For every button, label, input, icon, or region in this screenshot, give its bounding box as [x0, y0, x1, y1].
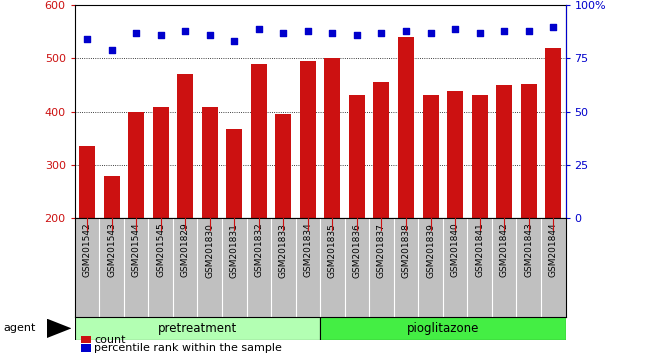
Bar — [349, 95, 365, 218]
Point — [352, 32, 362, 38]
Point — [303, 28, 313, 34]
Point — [548, 24, 558, 29]
Text: GSM201835: GSM201835 — [328, 223, 337, 278]
Point — [205, 32, 215, 38]
Polygon shape — [47, 319, 72, 338]
Bar — [75, 317, 320, 340]
Point — [131, 30, 141, 36]
Text: GSM201830: GSM201830 — [205, 223, 214, 278]
Point — [499, 28, 510, 34]
Bar — [251, 64, 266, 218]
Bar — [153, 107, 168, 218]
Point — [229, 39, 239, 44]
Bar — [276, 114, 291, 218]
Text: GSM201829: GSM201829 — [181, 223, 190, 278]
Text: GSM201844: GSM201844 — [549, 223, 558, 277]
Bar — [374, 82, 389, 218]
Text: GSM201840: GSM201840 — [450, 223, 460, 278]
Bar — [202, 107, 218, 218]
Point — [474, 30, 485, 36]
Bar — [398, 37, 414, 218]
Text: GSM201832: GSM201832 — [254, 223, 263, 278]
Point — [327, 30, 337, 36]
Point — [254, 26, 264, 32]
Text: GSM201831: GSM201831 — [229, 223, 239, 278]
Bar — [496, 85, 512, 218]
Bar — [128, 112, 144, 218]
Bar — [521, 84, 537, 218]
Text: GSM201838: GSM201838 — [402, 223, 411, 278]
Bar — [320, 317, 566, 340]
Point — [425, 30, 436, 36]
Text: pioglitazone: pioglitazone — [407, 322, 479, 335]
Text: GSM201837: GSM201837 — [377, 223, 386, 278]
Text: GSM201843: GSM201843 — [524, 223, 533, 278]
Text: count: count — [94, 335, 125, 345]
Text: GSM201842: GSM201842 — [500, 223, 509, 277]
Point — [278, 30, 289, 36]
Point — [450, 26, 460, 32]
Point — [107, 47, 117, 53]
Bar — [472, 95, 488, 218]
Bar — [545, 48, 561, 218]
Bar — [324, 58, 341, 218]
Bar — [177, 74, 193, 218]
Text: percentile rank within the sample: percentile rank within the sample — [94, 343, 282, 353]
Text: GSM201542: GSM201542 — [83, 223, 92, 277]
Bar — [422, 95, 439, 218]
Bar — [300, 61, 316, 218]
Point — [376, 30, 387, 36]
Text: GSM201836: GSM201836 — [352, 223, 361, 278]
Point — [523, 28, 534, 34]
Bar — [226, 129, 242, 218]
Text: GSM201841: GSM201841 — [475, 223, 484, 278]
Text: GSM201833: GSM201833 — [279, 223, 288, 278]
Point — [155, 32, 166, 38]
Point — [401, 28, 411, 34]
Text: agent: agent — [3, 323, 36, 333]
Bar — [79, 146, 95, 218]
Point — [180, 28, 190, 34]
Text: GSM201545: GSM201545 — [156, 223, 165, 278]
Bar — [447, 91, 463, 218]
Point — [82, 36, 92, 42]
Text: GSM201544: GSM201544 — [131, 223, 140, 277]
Text: GSM201839: GSM201839 — [426, 223, 435, 278]
Text: GSM201543: GSM201543 — [107, 223, 116, 278]
Text: GSM201834: GSM201834 — [304, 223, 313, 278]
Bar — [103, 176, 120, 218]
Text: pretreatment: pretreatment — [158, 322, 237, 335]
